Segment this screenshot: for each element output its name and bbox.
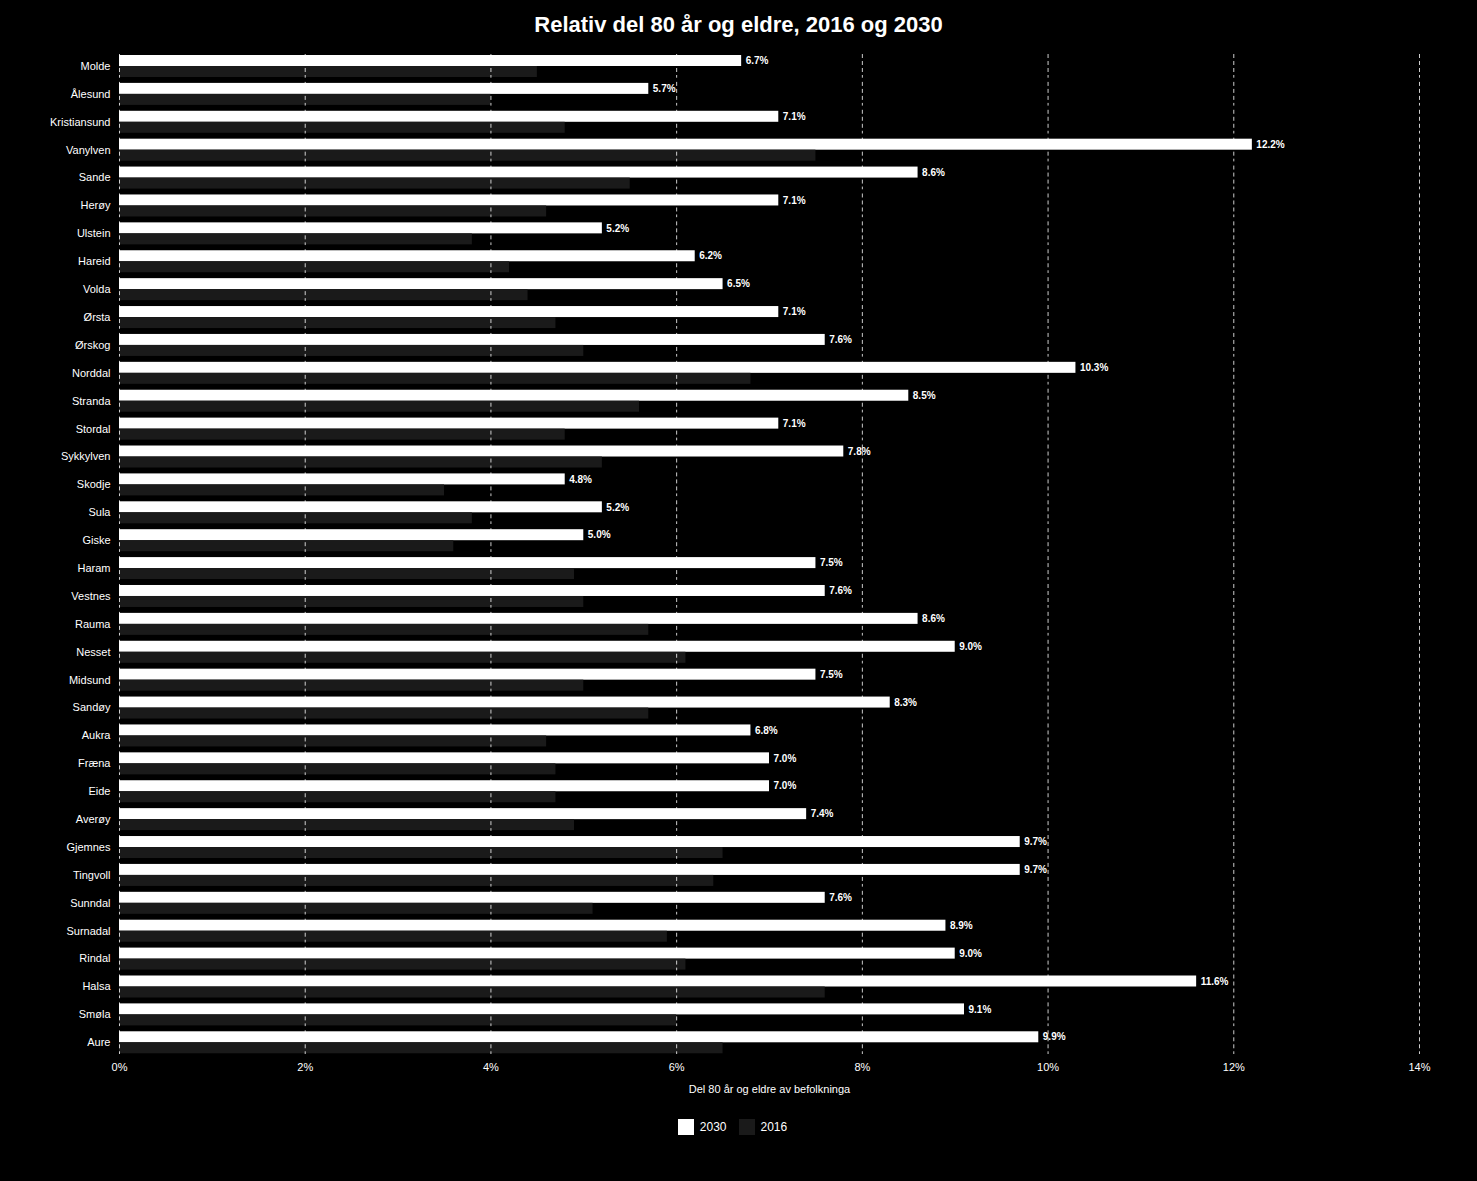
html-text:Relativ del 80 år og eldre, 20: Relativ del 80 år og eldre, 2016 og 2030 (534, 12, 943, 37)
svg-text:Fræna: Fræna (78, 757, 111, 769)
svg-text:8.9%: 8.9% (949, 920, 972, 931)
svg-text:Ålesund: Ålesund (70, 88, 110, 100)
svg-text:10.3%: 10.3% (1079, 362, 1107, 373)
svg-text:7.0%: 7.0% (773, 780, 796, 791)
svg-text:9.0%: 9.0% (959, 948, 982, 959)
svg-text:Halsa: Halsa (82, 980, 111, 992)
svg-text:Volda: Volda (82, 283, 110, 295)
html-text:2016: 2016 (760, 1119, 788, 1134)
svg-text:8%: 8% (854, 1061, 870, 1073)
svg-text:Tingvoll: Tingvoll (73, 869, 111, 881)
svg-text:5.0%: 5.0% (587, 529, 610, 540)
svg-text:Hareid: Hareid (78, 255, 110, 267)
svg-text:7.8%: 7.8% (847, 446, 870, 457)
svg-text:Ulstein: Ulstein (76, 227, 110, 239)
svg-text:7.6%: 7.6% (829, 334, 852, 345)
svg-text:Ørskog: Ørskog (75, 339, 110, 351)
svg-text:Nesset: Nesset (76, 646, 110, 658)
svg-text:9.9%: 9.9% (1042, 1031, 1065, 1042)
svg-text:8.6%: 8.6% (922, 613, 945, 624)
svg-text:4.8%: 4.8% (569, 474, 592, 485)
svg-text:2%: 2% (297, 1061, 313, 1073)
svg-text:12.2%: 12.2% (1256, 139, 1284, 150)
svg-text:7.4%: 7.4% (810, 808, 833, 819)
svg-text:9.7%: 9.7% (1024, 864, 1047, 875)
svg-text:Skodje: Skodje (76, 478, 110, 490)
svg-text:5.2%: 5.2% (606, 502, 629, 513)
svg-text:4%: 4% (482, 1061, 498, 1073)
svg-text:7.0%: 7.0% (773, 753, 796, 764)
svg-text:7.5%: 7.5% (819, 669, 842, 680)
svg-text:9.7%: 9.7% (1024, 836, 1047, 847)
svg-text:5.7%: 5.7% (652, 83, 675, 94)
svg-text:Sunndal: Sunndal (70, 897, 110, 909)
svg-text:6.5%: 6.5% (727, 278, 750, 289)
svg-text:Aure: Aure (87, 1036, 110, 1048)
svg-text:6.7%: 6.7% (745, 55, 768, 66)
svg-text:Herøy: Herøy (80, 199, 110, 211)
svg-text:Norddal: Norddal (71, 367, 110, 379)
svg-text:Ørsta: Ørsta (83, 311, 111, 323)
svg-text:Stranda: Stranda (71, 395, 110, 407)
svg-text:Midsund: Midsund (68, 674, 110, 686)
svg-text:Averøy: Averøy (75, 813, 110, 825)
svg-text:14%: 14% (1408, 1061, 1430, 1073)
svg-text:5.2%: 5.2% (606, 223, 629, 234)
svg-text:7.1%: 7.1% (782, 111, 805, 122)
svg-text:Sande: Sande (78, 171, 110, 183)
svg-text:6.2%: 6.2% (699, 250, 722, 261)
svg-text:Sula: Sula (88, 506, 111, 518)
svg-text:12%: 12% (1222, 1061, 1244, 1073)
svg-text:7.6%: 7.6% (829, 585, 852, 596)
svg-text:9.0%: 9.0% (959, 641, 982, 652)
svg-text:Haram: Haram (77, 562, 110, 574)
svg-text:8.3%: 8.3% (894, 697, 917, 708)
svg-text:7.1%: 7.1% (782, 418, 805, 429)
svg-text:6.8%: 6.8% (754, 725, 777, 736)
svg-text:10%: 10% (1037, 1061, 1059, 1073)
svg-text:Rauma: Rauma (75, 618, 111, 630)
svg-text:Del 80 år og eldre av befolkni: Del 80 år og eldre av befolkninga (688, 1083, 850, 1095)
svg-text:Gjemnes: Gjemnes (66, 841, 111, 853)
svg-text:7.1%: 7.1% (782, 306, 805, 317)
svg-text:7.5%: 7.5% (819, 557, 842, 568)
svg-text:7.6%: 7.6% (829, 892, 852, 903)
svg-text:Eide: Eide (88, 785, 110, 797)
svg-text:Stordal: Stordal (75, 422, 110, 434)
svg-text:8.6%: 8.6% (922, 167, 945, 178)
svg-text:Sandøy: Sandøy (72, 701, 110, 713)
svg-text:Smøla: Smøla (78, 1008, 111, 1020)
svg-text:Kristiansund: Kristiansund (49, 116, 110, 128)
svg-text:Rindal: Rindal (79, 952, 110, 964)
svg-text:11.6%: 11.6% (1200, 976, 1228, 987)
svg-text:6%: 6% (668, 1061, 684, 1073)
svg-text:Surnadal: Surnadal (66, 925, 110, 937)
svg-text:0%: 0% (111, 1061, 127, 1073)
svg-text:Molde: Molde (80, 60, 110, 72)
svg-text:Giske: Giske (82, 534, 110, 546)
html-text:2030: 2030 (699, 1119, 727, 1134)
svg-text:7.1%: 7.1% (782, 195, 805, 206)
svg-text:Vanylven: Vanylven (66, 144, 110, 156)
svg-text:Sykkylven: Sykkylven (60, 450, 110, 462)
svg-text:Aukra: Aukra (81, 729, 111, 741)
svg-text:9.1%: 9.1% (968, 1004, 991, 1015)
svg-text:Vestnes: Vestnes (71, 590, 111, 602)
svg-text:8.5%: 8.5% (912, 390, 935, 401)
